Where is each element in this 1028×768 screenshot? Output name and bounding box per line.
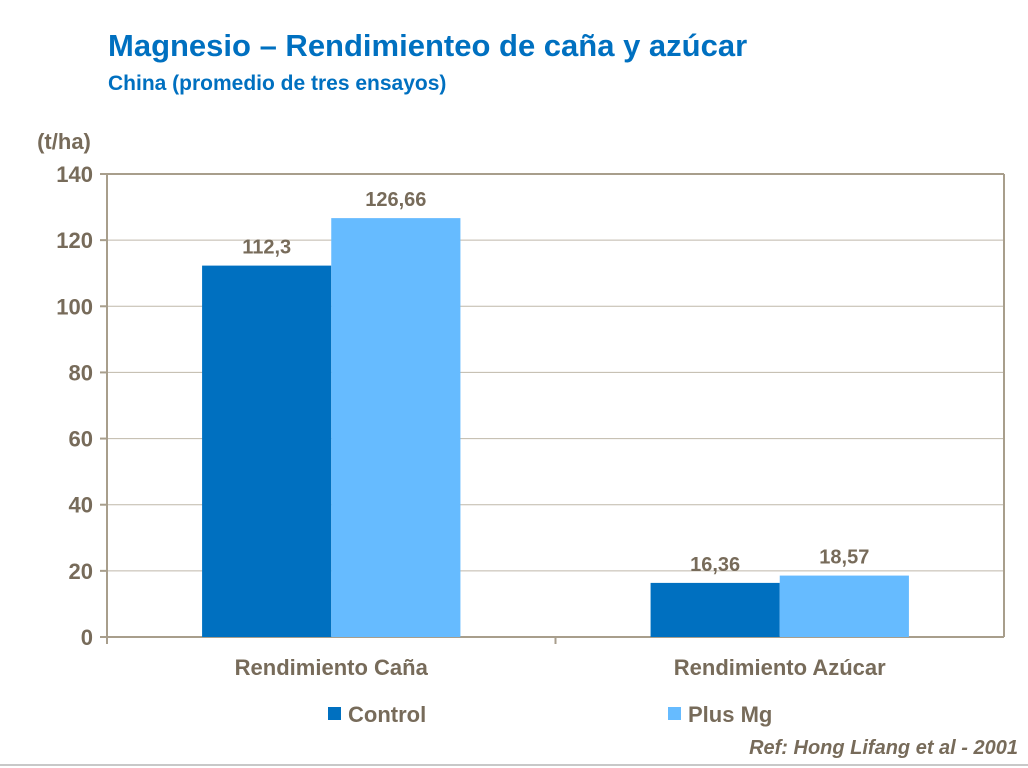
data-label: 16,36 [690, 554, 740, 576]
bar-plus-mg [331, 218, 461, 637]
y-tick-label: 40 [69, 493, 93, 518]
x-tick-label: Rendimiento Caña [235, 655, 429, 680]
divider [0, 764, 1028, 766]
bar-control [202, 265, 332, 637]
data-label: 126,66 [365, 189, 426, 211]
x-tick-label: Rendimiento Azúcar [674, 655, 886, 680]
y-tick-label: 60 [69, 427, 93, 452]
y-tick-label: 140 [56, 162, 93, 187]
legend-swatch [668, 707, 681, 720]
slide-title: Magnesio – Rendimienteo de caña y azúcar [108, 28, 748, 63]
legend-swatch [328, 707, 341, 720]
bar-control [650, 582, 780, 637]
y-tick-label: 100 [56, 294, 93, 319]
bar-plus-mg [779, 575, 909, 637]
y-tick-label: 80 [69, 360, 93, 385]
slide-subtitle: China (promedio de tres ensayos) [108, 72, 447, 95]
y-tick-label: 0 [81, 625, 93, 650]
legend-label: Plus Mg [688, 702, 772, 727]
y-tick-label: 20 [69, 559, 93, 584]
legend-label: Control [348, 702, 426, 727]
data-label: 18,57 [819, 547, 869, 569]
data-label: 112,3 [242, 237, 291, 259]
y-tick-label: 120 [56, 228, 93, 253]
y-axis-label: (t/ha) [37, 129, 91, 154]
reference-note: Ref: Hong Lifang et al - 2001 [749, 737, 1018, 759]
